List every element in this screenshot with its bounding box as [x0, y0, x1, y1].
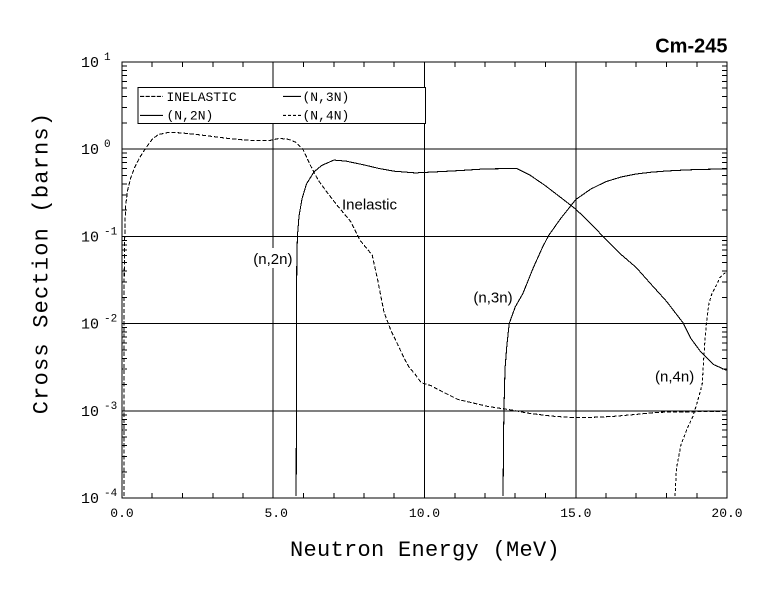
svg-text:10: 10 [81, 404, 99, 421]
svg-text:10: 10 [81, 229, 99, 246]
svg-text:20.0: 20.0 [711, 506, 742, 521]
svg-text:(N,3N): (N,3N) [303, 90, 350, 105]
svg-text:10: 10 [81, 142, 99, 159]
svg-text:Cross Section (barns): Cross Section (barns) [30, 112, 55, 414]
svg-text:0: 0 [104, 139, 111, 151]
svg-text:-4: -4 [104, 488, 118, 500]
svg-text:1: 1 [104, 52, 111, 64]
svg-text:(n,2n): (n,2n) [253, 251, 292, 268]
svg-text:15.0: 15.0 [560, 506, 591, 521]
svg-text:10: 10 [81, 491, 99, 508]
svg-text:-1: -1 [104, 226, 118, 238]
svg-text:(n,3n): (n,3n) [473, 290, 512, 307]
svg-text:(N,2N): (N,2N) [167, 108, 214, 123]
svg-text:Cm-245: Cm-245 [655, 36, 727, 58]
svg-text:Inelastic: Inelastic [342, 197, 398, 214]
svg-text:0.0: 0.0 [110, 506, 133, 521]
svg-text:Neutron Energy (MeV): Neutron Energy (MeV) [290, 538, 560, 563]
svg-text:-2: -2 [104, 314, 117, 326]
svg-text:(N,4N): (N,4N) [303, 108, 350, 123]
svg-text:5.0: 5.0 [264, 506, 287, 521]
svg-text:10: 10 [81, 55, 99, 72]
svg-text:10.0: 10.0 [409, 506, 440, 521]
svg-text:-3: -3 [104, 401, 117, 413]
svg-text:INELASTIC: INELASTIC [167, 90, 237, 105]
svg-text:10: 10 [81, 317, 99, 334]
svg-text:(n,4n): (n,4n) [655, 369, 694, 386]
